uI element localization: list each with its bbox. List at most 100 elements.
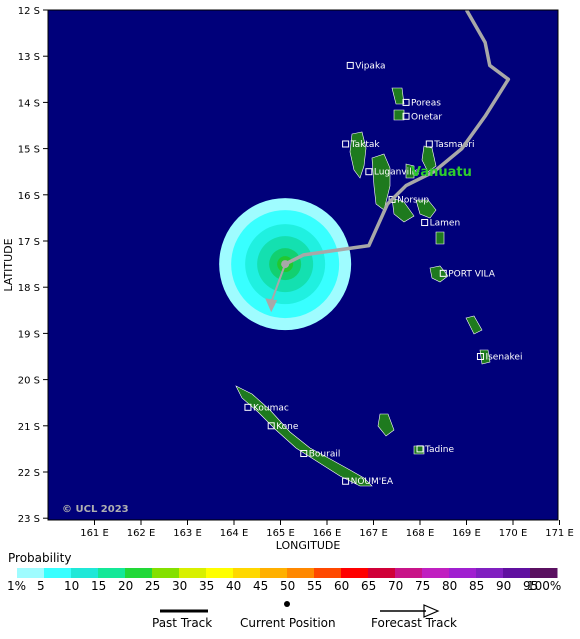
legend-title: Probability [8,551,72,565]
y-tick-label: 13 S [18,52,40,63]
current-position-label: Current Position [240,616,336,630]
land-area [391,87,405,105]
forecast-track-line [270,263,287,303]
y-tick-label: 14 S [18,98,40,109]
y-tick-label: 16 S [18,191,40,202]
legend-swatch [287,568,315,578]
y-axis-title: LATITUDE [2,238,15,291]
land-area [393,109,405,121]
x-tick-label: 166 E [313,528,342,539]
x-tick-label: 169 E [452,528,481,539]
legend-label: 25 [145,579,161,593]
legend-label: 85 [469,579,485,593]
land-area [377,413,395,437]
place-label: Koumac [253,403,289,413]
place-marker [300,450,308,458]
place-markers: Vipaka Poreas Onetar Taktak Tasmaori Luganvil… [244,61,522,487]
place-label: Isenakei [485,353,522,363]
land-area [429,265,449,283]
place-marker [342,477,350,485]
place-marker [439,269,447,277]
past-track-label: Past Track [152,616,213,630]
place-marker [402,98,410,106]
y-tick-label: 15 S [18,145,40,156]
x-tick-label: 161 E [80,528,109,539]
place-label: Kone [276,422,299,432]
place-marker [244,403,252,411]
land-area [421,145,437,173]
x-tick-label: 171 E [545,528,574,539]
forecast-track-key-arrow [423,604,440,618]
legend-swatch [395,568,423,578]
place-marker [476,353,484,360]
storm-track [265,10,511,313]
land-area [349,131,367,179]
legend-swatch [341,568,369,578]
legend-swatch [152,568,180,578]
legend-label: 35 [199,579,215,593]
place-label: Bourail [309,450,341,460]
place-label: Vipaka [355,61,385,71]
legend-swatch [98,568,126,578]
legend-label: 100% [527,579,562,593]
y-tick-label: 12 S [18,6,40,17]
y-tick-label: 22 S [18,468,40,479]
x-axis-ticks: 161 E 162 E 163 E 164 E 165 E 166 E 167 E 168 E… [80,520,574,539]
legend-swatch [125,568,153,578]
legend-swatch [422,568,450,578]
legend-swatch [17,568,45,578]
place-marker [421,219,429,227]
place-label: Taktak [350,140,381,150]
place-marker [346,61,354,69]
x-tick-label: 167 E [359,528,388,539]
place-label: Tadine [424,445,454,455]
y-axis-ticks: 12 S 13 S 14 S 15 S 16 S 17 S 18 S 19 S 20 S 21 S… [18,6,48,525]
x-tick-label: 170 E [499,528,528,539]
place-marker [388,195,396,203]
legend-swatch [71,568,99,578]
legend-label: 55 [307,579,323,593]
place-label: Lamen [430,219,461,229]
x-tick-label: 165 E [266,528,295,539]
place-label: Norsup [397,195,429,205]
legend-label: 65 [361,579,377,593]
forecast-track-label: Forecast Track [371,616,457,630]
country-label-vanuatu: Vanuatu [411,165,472,180]
legend-label: 75 [415,579,431,593]
x-tick-label: 168 E [406,528,435,539]
legend-swatch [476,568,504,578]
land-area [391,197,415,223]
legend-label: 20 [118,579,134,593]
place-label: NOUM'EA [351,477,394,487]
map-area[interactable]: Vipaka Poreas Onetar Taktak Tasmaori Luganvil… [47,9,559,521]
y-tick-label: 18 S [18,283,40,294]
legend-label: 95 [523,579,539,593]
legend-label: 80 [442,579,458,593]
legend-label: 15 [91,579,107,593]
place-label: Onetar [411,112,442,122]
place-marker [402,112,410,120]
legend-swatch [260,568,288,578]
probability-legend-bar [17,568,558,578]
legend-label: 30 [172,579,188,593]
y-tick-label: 20 S [18,376,40,387]
x-axis-title: LONGITUDE [276,539,341,552]
y-tick-label: 21 S [18,422,40,433]
place-marker [365,168,373,176]
legend-swatch [503,568,531,578]
x-tick-label: 164 E [220,528,249,539]
forecast-arrowhead [265,298,278,313]
y-tick-label: 17 S [18,237,40,248]
place-label: Poreas [411,98,441,108]
legend-label: 45 [253,579,269,593]
legend-swatch [368,568,396,578]
legend-swatch [179,568,207,578]
current-position-key-dot [284,601,290,607]
legend-swatch [44,568,72,578]
legend-swatch [233,568,261,578]
land-area [235,385,373,487]
x-tick-label: 162 E [127,528,156,539]
legend-swatch [314,568,342,578]
land-area [415,199,437,219]
